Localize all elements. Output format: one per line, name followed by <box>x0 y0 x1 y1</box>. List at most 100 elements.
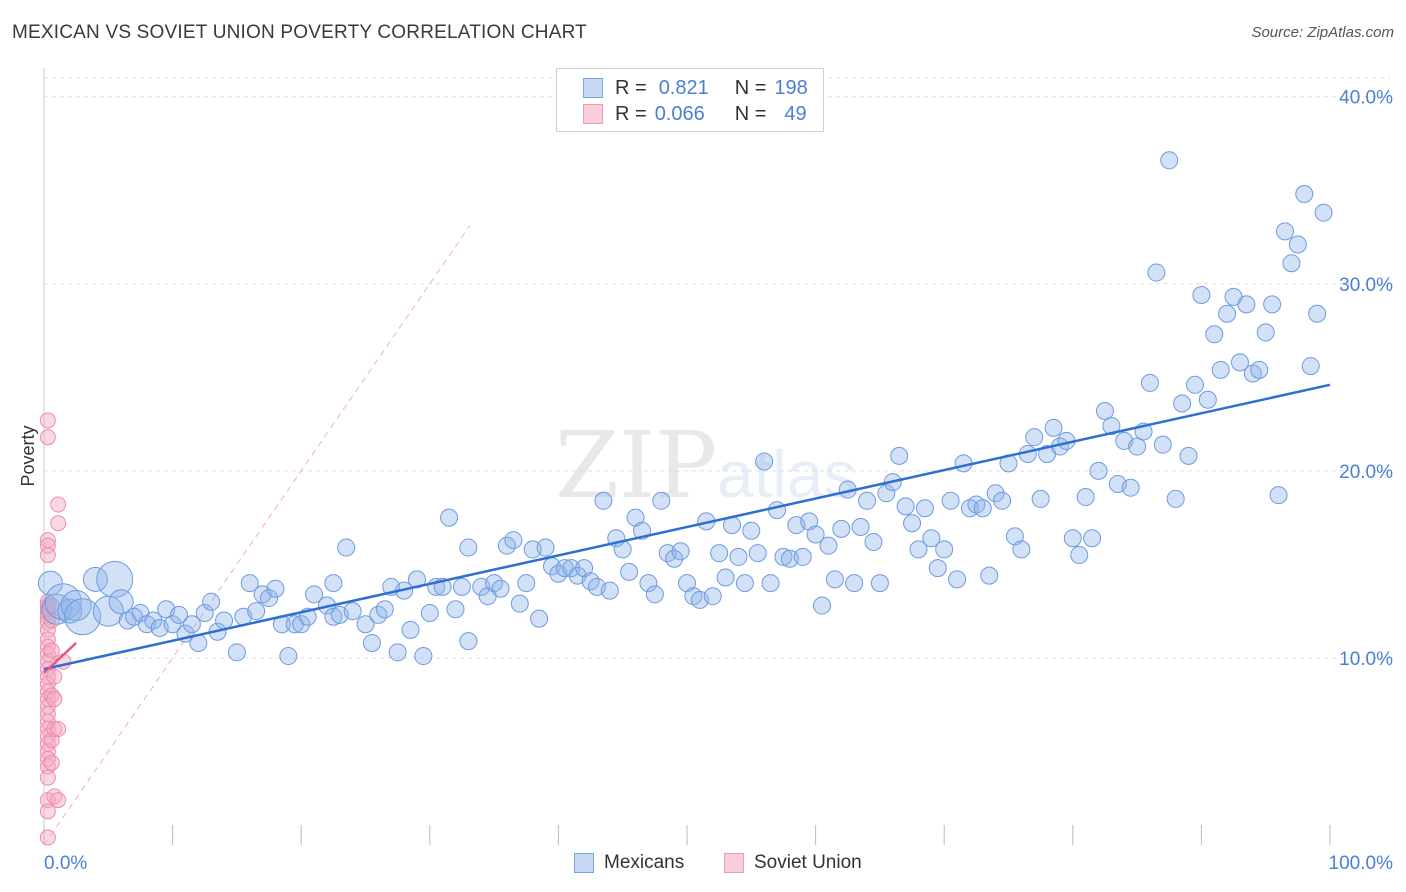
mexicans-point <box>1070 546 1089 565</box>
mexicans-point <box>420 604 439 623</box>
mexicans-point <box>1308 304 1327 323</box>
legend-item-mexicans[interactable]: Mexicans <box>574 852 684 874</box>
legend-row-mexicans: R = 0.821 N = 198 <box>583 75 808 101</box>
series-legend: Mexicans Soviet Union <box>0 852 1406 878</box>
mexicans-point <box>1218 304 1237 323</box>
mexicans-point <box>896 497 915 516</box>
r-label: R = <box>615 76 647 99</box>
mexicans-point <box>459 632 478 651</box>
mexicans-point <box>362 633 381 652</box>
soviet-union-point <box>46 721 63 738</box>
mexicans-point <box>96 560 134 598</box>
mexicans-point <box>1301 357 1320 376</box>
mexicans-point <box>401 620 420 639</box>
mexicans-point <box>1025 428 1044 447</box>
mexicans-point <box>678 574 696 593</box>
mexicans-point <box>1153 435 1172 454</box>
mexicans-point <box>825 570 844 589</box>
mexicans-point <box>324 574 343 593</box>
legend-item-soviet-union[interactable]: Soviet Union <box>724 852 862 874</box>
mexicans-point <box>890 446 909 465</box>
mexicans-point <box>1314 203 1333 222</box>
soviet-union-point <box>46 668 63 685</box>
mexicans-point <box>1198 390 1217 409</box>
mexicans-point <box>1230 353 1249 372</box>
mexicans-point <box>1288 235 1307 254</box>
legend-label-mexicans: Mexicans <box>604 852 685 873</box>
n-value: 49 <box>784 102 807 125</box>
mexicans-point <box>459 538 478 557</box>
grid <box>44 77 1390 659</box>
soviet-union-trend-line <box>43 642 78 674</box>
mexicans-point <box>1031 489 1050 508</box>
mexicans-point <box>530 609 549 628</box>
mexicans-point <box>761 574 780 593</box>
mexicans-point <box>922 529 941 548</box>
soviet-union-point <box>39 547 56 564</box>
y-tick-label: 20.0% <box>1339 462 1393 483</box>
soviet-union-point <box>50 721 67 738</box>
mexicans-point <box>858 491 877 510</box>
mexicans-point <box>819 536 838 555</box>
mexicans-point <box>710 544 729 563</box>
mexicans-point <box>195 604 214 623</box>
mexicans-point <box>639 574 658 593</box>
source-label: Source: ZipAtlas.com <box>1251 24 1394 41</box>
mexicans-point <box>870 574 889 593</box>
n-label: N = <box>734 102 767 125</box>
diagonal-line <box>43 225 471 846</box>
mexicans-point <box>845 574 864 593</box>
mexicans-point <box>1282 254 1301 273</box>
mexicans-point <box>1263 295 1282 314</box>
mexicans-point <box>182 615 201 634</box>
mexicans-point <box>742 521 761 540</box>
mexicans-swatch <box>574 853 594 873</box>
mexicans-point <box>806 525 825 544</box>
mexicans-point <box>163 615 182 634</box>
mexicans-point <box>356 615 375 634</box>
soviet-union-point <box>39 412 56 429</box>
mexicans-point <box>1044 418 1063 437</box>
mexicans-point <box>517 574 536 593</box>
mexicans-point <box>292 615 311 634</box>
y-axis-title: Poverty <box>18 425 38 486</box>
watermark-atlas: atlas <box>717 437 856 511</box>
mexicans-point <box>1166 489 1185 508</box>
trend-lines <box>43 383 1331 674</box>
soviet-union-point <box>50 515 67 532</box>
mexicans-point <box>1205 325 1224 344</box>
mexicans-point <box>260 589 279 608</box>
soviet-union-point <box>39 621 56 638</box>
mexicans-point <box>903 514 922 533</box>
mexicans-point <box>703 587 722 606</box>
n-value: 198 <box>774 76 808 99</box>
x-tick-label: 0.0% <box>44 853 87 874</box>
watermark-zip: ZIP <box>555 412 717 519</box>
mexicans-point <box>247 602 266 621</box>
mexicans-point <box>1269 486 1288 505</box>
mexicans-point <box>215 611 234 630</box>
mexicans-point <box>851 517 870 536</box>
mexicans-point <box>452 577 471 596</box>
mexicans-point <box>1250 360 1269 379</box>
mexicans-point <box>1275 222 1294 241</box>
mexicans-point <box>324 607 343 626</box>
mexicans-point <box>1211 360 1230 379</box>
soviet-union-swatch <box>724 853 744 873</box>
mexicans-point <box>1012 540 1031 559</box>
mexicans-point <box>1140 373 1159 392</box>
mexicans-point <box>144 611 163 630</box>
mexicans-point <box>1173 394 1192 413</box>
mexicans-point <box>440 508 459 527</box>
mexicans-point <box>1237 295 1256 314</box>
soviet-union-point <box>39 769 56 786</box>
soviet-union-point <box>43 642 60 659</box>
mexicans-point <box>536 538 555 557</box>
mexicans-point <box>1160 151 1179 170</box>
mexicans-point <box>665 549 684 568</box>
mexicans-point <box>1256 323 1275 342</box>
mexicans-point <box>716 568 735 587</box>
mexicans-point <box>240 574 259 593</box>
r-value: 0.821 <box>658 76 709 99</box>
mexicans-point <box>620 562 639 581</box>
